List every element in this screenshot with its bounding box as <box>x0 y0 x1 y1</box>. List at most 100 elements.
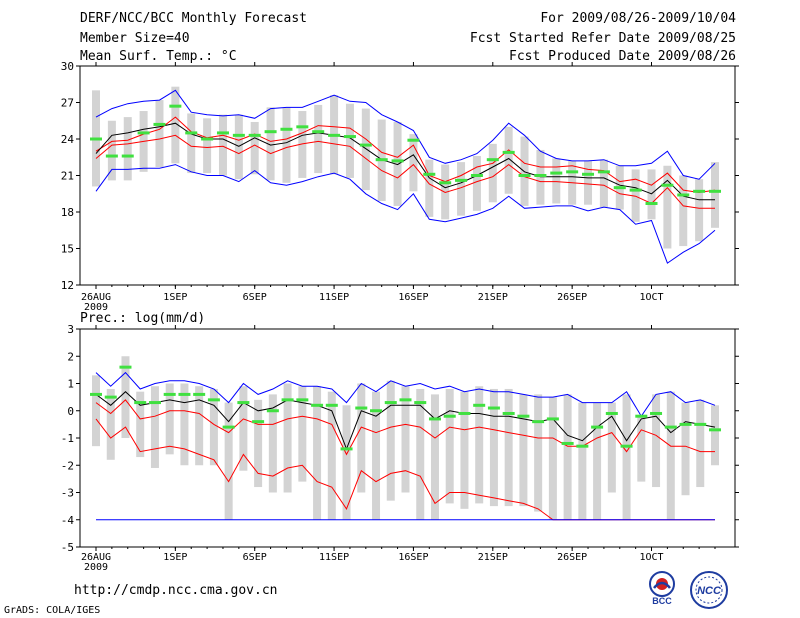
prec-mean-marker <box>414 401 427 405</box>
temp-mean-marker <box>486 158 499 162</box>
temp-box <box>155 100 164 167</box>
temp-xtick-label: 21SEP <box>478 292 508 303</box>
prec-xtick-label: 26SEP <box>557 552 587 563</box>
prec-mean-marker <box>163 392 176 396</box>
prec-mean-marker <box>532 420 545 424</box>
temp-mean-marker <box>137 131 150 135</box>
prec-box <box>386 380 395 501</box>
prec-box <box>504 388 513 507</box>
prec-mean-marker <box>178 392 191 396</box>
prec-mean-marker <box>443 414 456 418</box>
temp-mean-marker <box>264 130 277 134</box>
temp-box <box>536 149 545 205</box>
temp-mean-marker <box>343 135 356 139</box>
temp-mean-marker <box>407 138 420 142</box>
prec-box <box>121 356 130 438</box>
source-url[interactable]: http://cmdp.ncc.cma.gov.cn <box>74 583 278 598</box>
temp-box <box>679 175 688 247</box>
prec-mean-marker <box>148 401 161 405</box>
prec-mean-marker <box>193 392 206 396</box>
temp-xtick-label: 11SEP <box>319 292 349 303</box>
prec-median-line <box>95 391 716 451</box>
prec-mean-marker <box>252 420 265 424</box>
chart-title: DERF/NCC/BCC Monthly Forecast <box>80 11 307 26</box>
prec-box <box>416 388 425 520</box>
prec-box <box>519 394 528 507</box>
temp-median-line <box>95 122 715 201</box>
temp-box <box>250 121 259 175</box>
prec-box <box>357 383 366 493</box>
prec-mean-marker <box>119 365 132 369</box>
prec-box <box>342 405 351 520</box>
temp-box <box>599 159 608 208</box>
prec-ytick-label: 3 <box>67 323 74 336</box>
prec-ytick-label: -2 <box>61 459 74 472</box>
prec-panel-title: Prec.: log(mm/d) <box>80 311 205 326</box>
prec-mean-marker <box>281 398 294 402</box>
temp-box <box>663 165 672 249</box>
prec-mean-marker <box>311 403 324 407</box>
temp-mean-marker <box>201 137 214 141</box>
temp-ytick-label: 27 <box>61 97 74 110</box>
prec-max-line <box>95 371 716 418</box>
prec-box <box>254 399 263 488</box>
temp-mean-marker <box>566 170 579 174</box>
prec-box <box>475 386 484 504</box>
prec-box <box>534 394 543 512</box>
prec-xtick-label: 6SEP <box>243 552 267 563</box>
temp-box <box>345 103 354 178</box>
prec-box <box>372 391 381 520</box>
temp-upper-quartile-line <box>95 116 716 194</box>
prec-xtick-label: 26AUG <box>81 552 111 563</box>
prec-box <box>607 402 616 493</box>
temp-box <box>472 156 481 211</box>
prec-mean-marker <box>296 398 309 402</box>
prec-mean-marker <box>709 428 721 432</box>
temp-panel: 12 15 18 21 24 27 30 26AUG 1SEP 6SEP 11SEP 16SEP 21S… <box>61 60 739 313</box>
prec-xtick-label: 21SEP <box>478 552 508 563</box>
prec-upper-quartile-line <box>95 399 715 456</box>
temp-box <box>711 162 719 228</box>
prec-box <box>548 397 557 520</box>
temp-box <box>266 107 275 181</box>
prec-mean-marker <box>487 406 500 410</box>
temp-mean-marker <box>423 172 436 176</box>
prec-mean-marker <box>325 403 338 407</box>
prec-ytick-label: 0 <box>67 405 74 418</box>
prec-mean-marker <box>399 398 412 402</box>
prec-box <box>460 391 469 509</box>
temp-year-label: 2009 <box>84 302 108 313</box>
prec-box <box>696 399 705 488</box>
temp-min-line <box>95 164 716 264</box>
prec-box <box>165 383 174 455</box>
temp-mean-marker <box>613 186 626 190</box>
temp-xtick-label: 6SEP <box>243 292 267 303</box>
temp-box <box>361 108 370 191</box>
temp-box <box>584 160 593 205</box>
temp-box <box>123 117 132 181</box>
prec-mean-marker <box>134 401 147 405</box>
prec-ytick-label: 1 <box>67 378 74 391</box>
prec-xtick-label: 11SEP <box>319 552 349 563</box>
forecast-refer-date: Fcst Started Refer Date 2009/08/25 <box>469 31 736 46</box>
temp-mean-marker <box>597 170 610 174</box>
prec-box <box>195 386 204 466</box>
prec-box <box>209 388 218 466</box>
prec-xtick-label: 1SEP <box>163 552 187 563</box>
temp-mean-marker <box>169 104 182 108</box>
prec-mean-marker <box>340 447 353 451</box>
prec-ytick-label: 2 <box>67 350 74 363</box>
temp-mean-marker <box>439 181 452 185</box>
prec-box <box>327 391 336 520</box>
bcc-logo-text: BCC <box>652 596 672 606</box>
variable-label: Mean Surf. Temp.: °C <box>80 49 237 64</box>
forecast-period: For 2009/08/26-2009/10/04 <box>540 11 736 26</box>
prec-year-label: 2009 <box>84 562 108 573</box>
prec-ytick-label: -5 <box>61 541 74 554</box>
temp-mean-marker <box>296 125 309 129</box>
prec-mean-marker <box>266 409 279 413</box>
temp-mean-marker <box>121 154 134 158</box>
prec-mean-marker <box>222 425 235 429</box>
prec-box <box>283 383 292 493</box>
